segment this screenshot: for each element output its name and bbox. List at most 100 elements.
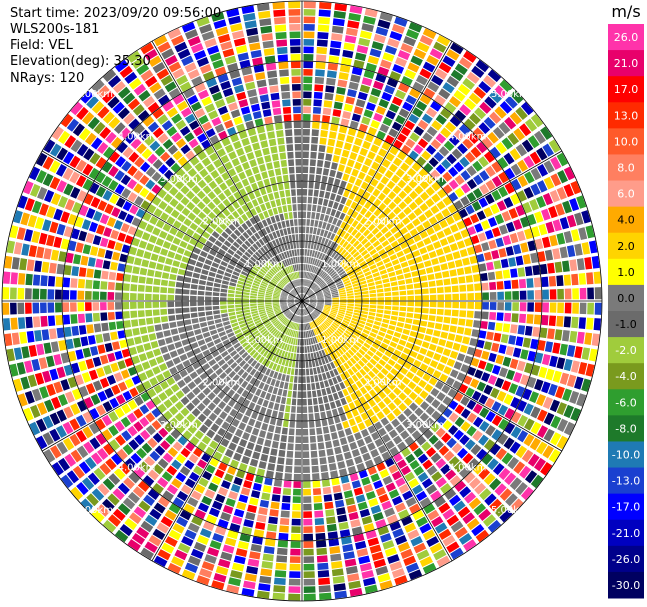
velocity-cell — [361, 23, 374, 33]
velocity-cell — [304, 316, 307, 323]
velocity-cell — [285, 311, 291, 317]
velocity-cell — [181, 173, 191, 184]
velocity-cell — [394, 502, 407, 513]
velocity-cell — [333, 368, 339, 376]
velocity-cell — [475, 59, 490, 73]
velocity-cell — [204, 336, 213, 343]
velocity-cell — [309, 345, 313, 353]
velocity-cell — [453, 429, 465, 441]
velocity-cell — [202, 264, 211, 271]
velocity-cell — [175, 308, 183, 314]
velocity-cell — [56, 409, 67, 422]
velocity-cell — [457, 506, 471, 519]
velocity-cell — [264, 154, 272, 163]
velocity-cell — [201, 30, 215, 41]
velocity-cell — [221, 231, 229, 239]
velocity-cell — [369, 236, 378, 244]
velocity-cell — [182, 430, 193, 440]
velocity-cell — [321, 479, 331, 487]
velocity-cell — [288, 593, 301, 601]
velocity-cell — [305, 226, 310, 234]
velocity-cell — [250, 208, 257, 216]
velocity-cell — [288, 234, 293, 242]
velocity-cell — [325, 509, 335, 517]
velocity-cell — [213, 314, 221, 320]
velocity-cell — [51, 126, 64, 140]
velocity-cell — [235, 287, 243, 292]
velocity-cell — [284, 473, 292, 481]
velocity-cell — [128, 472, 141, 484]
velocity-cell — [231, 256, 239, 263]
velocity-cell — [434, 68, 448, 80]
velocity-cell — [419, 390, 429, 400]
velocity-cell — [460, 421, 471, 432]
velocity-cell — [197, 296, 205, 301]
velocity-cell — [124, 71, 138, 84]
velocity-cell — [307, 289, 312, 296]
velocity-cell — [377, 297, 384, 301]
velocity-cell — [510, 163, 522, 176]
velocity-cell — [168, 315, 176, 322]
velocity-cell — [472, 403, 483, 415]
velocity-cell — [462, 336, 471, 345]
velocity-cell — [385, 110, 396, 120]
velocity-cell — [227, 248, 235, 256]
velocity-cell — [266, 310, 274, 315]
velocity-cell — [259, 187, 267, 196]
velocity-cell — [129, 387, 139, 398]
velocity-cell — [497, 404, 509, 416]
velocity-cell — [224, 161, 233, 171]
velocity-cell — [285, 405, 291, 413]
velocity-cell — [578, 272, 587, 285]
velocity-cell — [372, 324, 380, 330]
velocity-cell — [320, 183, 327, 191]
velocity-cell — [321, 311, 329, 316]
velocity-cell — [133, 408, 144, 419]
velocity-cell — [201, 157, 212, 167]
velocity-cell — [247, 465, 257, 475]
velocity-cell — [478, 394, 489, 405]
velocity-cell — [244, 240, 252, 248]
velocity-cell — [306, 219, 311, 226]
velocity-cell — [103, 364, 113, 375]
velocity-cell — [290, 305, 296, 311]
velocity-cell — [359, 335, 367, 342]
velocity-cell — [354, 267, 362, 274]
velocity-cell — [169, 174, 179, 185]
velocity-cell — [50, 249, 60, 261]
velocity-cell — [504, 408, 515, 420]
velocity-cell — [298, 286, 301, 294]
velocity-cell — [76, 106, 89, 121]
velocity-cell — [229, 350, 238, 357]
velocity-cell — [557, 418, 569, 433]
velocity-cell — [307, 315, 311, 322]
velocity-cell — [139, 404, 150, 415]
velocity-cell — [474, 302, 482, 310]
velocity-cell — [187, 36, 201, 47]
velocity-cell — [283, 268, 288, 275]
velocity-cell — [338, 309, 346, 313]
range-ring-label: 5.00km — [491, 505, 529, 516]
velocity-cell — [364, 325, 372, 331]
velocity-cell — [449, 350, 459, 360]
velocity-cell — [564, 288, 572, 300]
velocity-cell — [11, 332, 20, 345]
velocity-cell — [249, 434, 257, 443]
velocity-cell — [409, 190, 419, 200]
velocity-cell — [77, 278, 86, 289]
velocity-cell — [459, 310, 467, 318]
velocity-cell — [274, 265, 280, 272]
velocity-cell — [376, 335, 384, 342]
velocity-cell — [268, 138, 277, 147]
velocity-cell — [310, 352, 315, 360]
velocity-cell — [440, 482, 452, 494]
velocity-cell — [144, 135, 156, 146]
velocity-cell — [379, 12, 393, 22]
velocity-cell — [377, 66, 390, 76]
velocity-cell — [581, 242, 591, 255]
velocity-cell — [208, 180, 218, 190]
velocity-cell — [113, 468, 126, 480]
velocity-cell — [266, 273, 273, 279]
velocity-cell — [511, 279, 519, 289]
velocity-cell — [593, 318, 601, 331]
